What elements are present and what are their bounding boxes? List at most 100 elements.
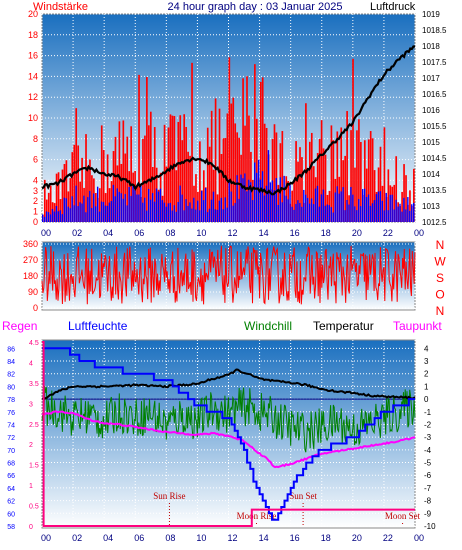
gust-bar (226, 207, 228, 222)
gust-bar (387, 210, 389, 222)
wind-speed-bar (65, 160, 68, 222)
wind-speed-bar (102, 150, 105, 222)
wind-direction-path (41, 245, 416, 305)
gust-bar (236, 175, 238, 222)
gust-bar (128, 186, 130, 222)
gust-bar (361, 189, 364, 222)
gust-bar (65, 198, 67, 222)
wind-speed-bar (234, 123, 237, 222)
wind-speed-bar (114, 136, 117, 222)
temperature-tick: 1 (424, 382, 429, 391)
wind-speed-bar (98, 188, 101, 222)
gust-bar (224, 197, 226, 222)
gust-bar (230, 191, 232, 222)
wp-hour-tick: 06 (134, 228, 144, 238)
wind-speed-bar (403, 164, 405, 222)
gust-bar (53, 211, 56, 222)
chart-title: 24 hour graph day : 03 Januar 2025 (168, 1, 343, 13)
gust-bar (295, 203, 297, 222)
wind-speed-tick: 3 (33, 186, 38, 196)
sun-moon-annotations: Sun Rise Moon Rise Sun Set Moon Set (153, 491, 421, 526)
wind-speed-bar (218, 108, 221, 222)
gust-bar (138, 194, 140, 222)
wind-speed-bar (363, 140, 366, 222)
gust-bar (157, 191, 160, 222)
gust-bar (281, 202, 283, 222)
gust-bar (273, 190, 276, 222)
wind-speed-bar (226, 113, 229, 222)
wind-speed-bar (318, 139, 321, 222)
wp-hour-tick: 16 (290, 228, 300, 238)
wind-speed-bar (263, 123, 266, 222)
temperature-tick: 2 (424, 370, 429, 379)
wind-speed-bar (358, 119, 360, 222)
wind-speed-bar (149, 111, 152, 222)
rain-tick: 1 (29, 483, 33, 490)
cl-hour-tick: 16 (290, 533, 300, 543)
gust-bar (61, 214, 64, 222)
gust-bar (136, 194, 138, 222)
humidity-tick: 70 (7, 448, 15, 455)
gust-bar (232, 205, 234, 222)
gust-bar (96, 186, 99, 222)
gust-bar (411, 204, 413, 222)
gust-bar (214, 209, 217, 222)
gust-bar (358, 199, 360, 222)
gust-bar (312, 204, 315, 222)
gust-bar (110, 200, 113, 222)
gust-bar (301, 206, 303, 222)
wind-speed-bar (146, 77, 148, 223)
wind-speed-bar (312, 166, 315, 222)
gust-bar (263, 195, 266, 222)
gust-bar (363, 188, 366, 222)
wind-speed-bar (79, 181, 81, 222)
gust-bar (51, 209, 54, 222)
gust-bar (318, 206, 321, 222)
wind-speed-bar (181, 140, 184, 222)
gust-bar (91, 207, 93, 222)
gust-bar (185, 199, 187, 222)
wind-speed-bar (106, 154, 109, 222)
wind-speed-bar (153, 127, 156, 222)
gust-bar (259, 179, 262, 222)
wind-speed-bar (230, 103, 233, 222)
cl-hour-tick: 00 (414, 533, 424, 543)
gust-bar (181, 194, 183, 222)
pressure-tick: 1017 (422, 74, 440, 83)
gust-bar (146, 210, 148, 222)
gust-bar (397, 206, 399, 222)
wind-speed-tick: 20 (28, 9, 38, 19)
gust-bar (87, 197, 89, 222)
wind-speed-bar (383, 127, 386, 222)
temperature-tick: -10 (424, 522, 436, 531)
left-axis-title: Windstärke (33, 1, 88, 13)
wind-speed-bar (354, 167, 356, 222)
humidity-tick: 66 (7, 473, 15, 480)
gust-bar (360, 206, 362, 222)
gust-bar (210, 199, 213, 222)
humidity-tick: 64 (7, 486, 15, 493)
gust-bar (391, 194, 393, 222)
gust-bar (401, 211, 403, 222)
gust-bar (342, 187, 344, 222)
gust-bar (126, 205, 128, 222)
wind-speed-bar (369, 131, 372, 222)
wind-speed-bar (126, 136, 129, 222)
gust-bar (277, 204, 279, 222)
gust-bar (197, 200, 199, 222)
gust-bar (381, 200, 384, 222)
rain-tick: 0.5 (29, 504, 39, 511)
wind-speed-bar (91, 175, 93, 222)
wind-speed-bar (242, 78, 244, 222)
temperature-tick: -6 (424, 471, 432, 480)
gust-bar (267, 150, 270, 222)
gust-bar (85, 212, 87, 222)
wind-speed-bar (346, 111, 348, 222)
gust-bar (149, 199, 152, 222)
temperature-tick: -4 (424, 446, 432, 455)
humidity-tick: 60 (7, 511, 15, 518)
wp-hour-tick: 02 (72, 228, 82, 238)
wind-speed-bar (142, 139, 144, 222)
wind-speed-bar (122, 120, 125, 222)
